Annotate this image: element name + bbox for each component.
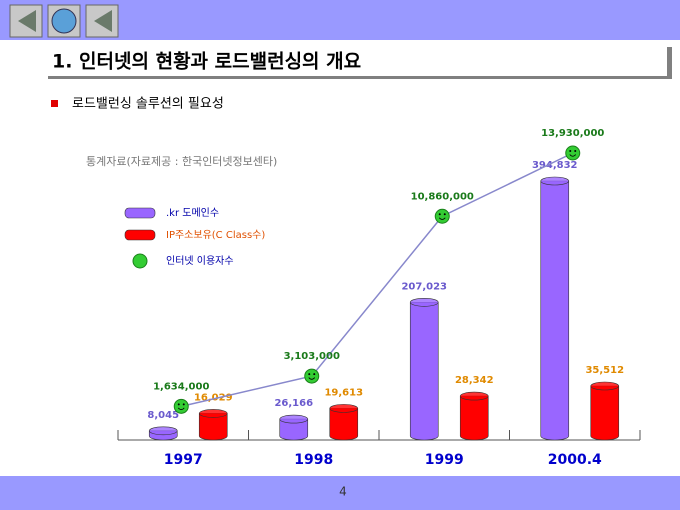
bar-top: [590, 381, 620, 391]
bottom-bar: [0, 476, 680, 510]
smiley-marker: [434, 208, 450, 224]
marker-eye: [313, 373, 316, 376]
value-label: 1,634,000: [153, 381, 209, 392]
line: [181, 152, 574, 408]
marker-smile: [569, 154, 577, 157]
bar-body: [590, 385, 620, 441]
bar-body: [540, 180, 570, 441]
marker-eye: [438, 213, 441, 216]
value-label: 13,930,000: [541, 128, 604, 139]
marker-smile: [438, 217, 446, 220]
bar-body: [409, 301, 439, 441]
value-label: 28,342: [455, 375, 494, 386]
bar-top: [459, 391, 489, 401]
bar: [409, 297, 439, 441]
smiley-marker: [173, 398, 189, 414]
marker-eye: [443, 213, 446, 216]
bar: [540, 176, 570, 441]
bullet-text: 로드밸런싱 솔루션의 필요성: [72, 97, 224, 112]
value-label: 16,029: [194, 392, 233, 403]
value-label: 3,103,000: [284, 351, 340, 362]
bar-body: [459, 395, 489, 441]
bar-top: [329, 404, 359, 413]
bar-top: [198, 409, 228, 418]
value-label: 26,166: [274, 398, 313, 409]
marker-eye: [574, 150, 577, 152]
x-tick-label: 1997: [164, 452, 203, 468]
bar: [459, 391, 489, 441]
marker-face: [434, 208, 450, 224]
bar-top: [279, 414, 309, 424]
value-label: 8,045: [147, 410, 179, 421]
bar-body: [329, 408, 359, 441]
legend-marker: [124, 207, 156, 219]
marker-eye: [182, 403, 185, 406]
marker-eye: [308, 373, 311, 376]
marker-eye: [569, 150, 572, 152]
legend-label: IP주소보유(C Class수): [166, 229, 265, 241]
title-underline: [48, 76, 672, 79]
marker-face: [304, 368, 320, 384]
smiley-marker: [304, 368, 320, 384]
nav-icons: [9, 4, 119, 38]
marker-face: [565, 145, 581, 161]
source-note: 통계자료(자료제공 : 한국인터넷정보센타): [86, 155, 277, 168]
bar-top: [409, 297, 439, 307]
bar: [279, 414, 309, 441]
value-label: 10,860,000: [411, 191, 474, 202]
bullet-marker: [51, 100, 58, 107]
legend-marker: [124, 229, 156, 241]
marker-smile: [177, 407, 185, 410]
value-label: 207,023: [401, 281, 447, 292]
legend-label: 인터넷 이용자수: [166, 255, 234, 267]
marker-eye: [177, 403, 180, 406]
smiley-marker: [565, 145, 581, 161]
bar-body: [198, 413, 228, 441]
marker-face: [173, 398, 189, 414]
x-tick-label: 1999: [425, 452, 464, 468]
legend-marker: [132, 253, 148, 269]
bar: [590, 381, 620, 441]
page-number: 4: [339, 485, 347, 499]
value-label: 35,512: [585, 365, 624, 376]
bar-top: [148, 426, 178, 436]
bar-top: [540, 176, 570, 186]
bar: [329, 404, 359, 441]
value-label: 19,613: [324, 387, 363, 398]
value-label: 394,832: [532, 160, 578, 171]
bar-body: [279, 418, 309, 441]
title-shadow: [667, 47, 672, 79]
x-tick-label: 2000.4: [548, 452, 602, 468]
bar: [148, 426, 178, 441]
slide-title: 1. 인터넷의 현황과 로드밸런싱의 개요: [52, 50, 361, 73]
marker-smile: [308, 377, 316, 380]
x-tick-label: 1998: [294, 452, 333, 468]
bar: [198, 409, 228, 441]
legend-label: .kr 도메인수: [166, 207, 219, 219]
